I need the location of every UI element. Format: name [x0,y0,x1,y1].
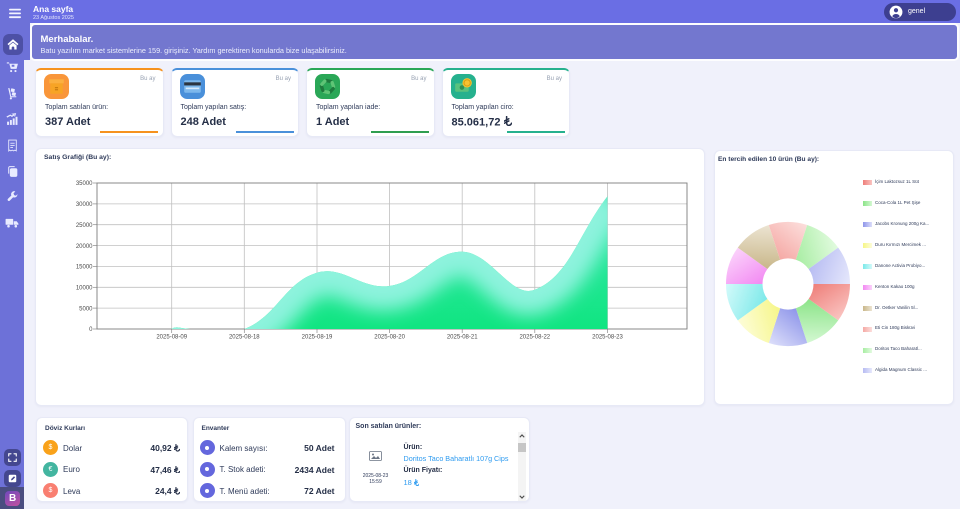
svg-text:2025-08-20: 2025-08-20 [374,335,405,341]
svg-text:2025-08-18: 2025-08-18 [229,335,260,341]
svg-text:2025-08-22: 2025-08-22 [519,335,550,341]
svg-text:5000: 5000 [79,306,93,312]
svg-text:2025-08-19: 2025-08-19 [302,335,333,341]
svg-text:2025-08-09: 2025-08-09 [156,335,187,341]
svg-text:10000: 10000 [76,286,93,292]
svg-text:15000: 15000 [76,265,93,271]
svg-text:20000: 20000 [76,244,93,250]
svg-text:35000: 35000 [76,181,93,187]
svg-text:2025-08-23: 2025-08-23 [592,335,623,341]
svg-text:0: 0 [89,327,93,333]
svg-text:30000: 30000 [76,202,93,208]
svg-text:2025-08-21: 2025-08-21 [447,335,478,341]
svg-text:25000: 25000 [76,223,93,229]
